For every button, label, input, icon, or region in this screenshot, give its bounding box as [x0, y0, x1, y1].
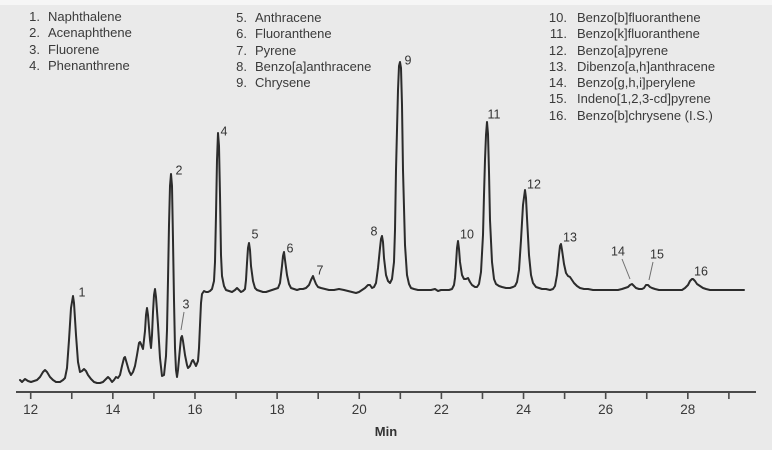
legend-item-number: 4.: [29, 57, 40, 73]
x-axis-tick-label: 18: [270, 402, 285, 417]
legend-item: 15. Indeno[1,2,3-cd]pyrene: [541, 91, 715, 107]
legend-item-number: 16.: [548, 107, 567, 123]
legend-item-number: 7.: [236, 42, 247, 58]
x-axis-tick-label: 20: [352, 402, 367, 417]
legend-item-name: Benzo[k]fluoranthene: [577, 26, 700, 42]
legend-item: 1. Naphthalene: [20, 9, 132, 25]
peak-label-1: 1: [79, 286, 86, 300]
x-axis-tick-label: 16: [187, 402, 202, 417]
legend-item: 6. Fluoranthene: [227, 26, 371, 42]
legend-item-name: Anthracene: [255, 10, 322, 25]
legend-item: 10. Benzo[b]fluoranthene: [541, 10, 715, 26]
x-axis-tick-label: 12: [23, 402, 38, 417]
x-axis-tick-label: 26: [598, 402, 613, 417]
x-axis-tick-label: 14: [105, 402, 121, 417]
legend-item-number: 12.: [548, 42, 567, 58]
legend-item-name: Fluorene: [48, 41, 100, 57]
legend-item-number: 8.: [236, 58, 247, 74]
legend-item-number: 5.: [236, 10, 247, 25]
peak-label-16: 16: [694, 265, 708, 279]
x-axis-tick-label: 22: [434, 402, 449, 417]
legend-item-number: 14.: [548, 75, 567, 91]
legend-item-name: Fluoranthene: [255, 26, 332, 42]
top-border-strip: [0, 0, 772, 5]
legend-item-number: 9.: [236, 75, 247, 91]
legend-item-number: 3.: [29, 41, 40, 57]
x-axis-tick-label: 28: [680, 402, 695, 417]
chromatogram-trace: [19, 61, 745, 384]
legend-column-1: 1. Naphthalene 2. Acenaphthene 3. Fluorene 4. P…: [20, 9, 132, 74]
legend-item-name: Chrysene: [255, 75, 311, 91]
legend-item: 11. Benzo[k]fluoranthene: [541, 26, 715, 42]
legend-item: 5. Anthracene: [227, 10, 371, 26]
legend-item-name: Benzo[a]pyrene: [577, 42, 669, 58]
peak-label-8: 8: [371, 225, 378, 239]
legend-item: 9. Chrysene: [227, 75, 371, 91]
legend-item-name: Phenanthrene: [48, 57, 130, 73]
legend-item-name: Benzo[g,h,i]perylene: [577, 75, 696, 91]
legend-column-3: 10. Benzo[b]fluoranthene 11. Benzo[k]fluora…: [541, 10, 715, 124]
legend-item: 8. Benzo[a]anthracene: [227, 59, 371, 75]
peak-label-13: 13: [563, 231, 577, 245]
legend-item-name: Benzo[b]chrysene (I.S.): [577, 107, 713, 123]
legend-item: 7. Pyrene: [227, 43, 371, 59]
x-axis-tick-label: 24: [516, 402, 532, 417]
legend-item-name: Indeno[1,2,3-cd]pyrene: [577, 91, 711, 107]
legend-item-number: 1.: [29, 9, 40, 24]
peak-leader-line: [621, 258, 631, 280]
peak-label-9: 9: [405, 54, 412, 68]
legend-item-name: Benzo[a]anthracene: [255, 58, 372, 74]
peak-label-14: 14: [611, 245, 625, 259]
legend-item-number: 13.: [548, 58, 567, 74]
legend-item: 14. Benzo[g,h,i]perylene: [541, 75, 715, 91]
legend-item-number: 6.: [236, 26, 247, 42]
peak-label-11: 11: [488, 108, 501, 122]
peak-label-4: 4: [221, 125, 228, 139]
peak-leader-line: [648, 261, 654, 281]
legend-item-number: 11.: [549, 26, 567, 42]
peak-label-12: 12: [527, 178, 541, 192]
legend-item: 13. Dibenzo[a,h]anthracene: [541, 59, 715, 75]
legend-item: 12. Benzo[a]pyrene: [541, 43, 715, 59]
legend-item: 3. Fluorene: [20, 42, 132, 58]
peak-label-6: 6: [287, 242, 294, 256]
legend-item-name: Benzo[b]fluoranthene: [577, 10, 701, 25]
peak-label-7: 7: [317, 264, 324, 278]
peak-leader-line: [180, 311, 185, 331]
x-axis-unit-label: Min: [374, 424, 398, 439]
peak-label-3: 3: [183, 298, 190, 312]
legend-item-number: 2.: [29, 25, 40, 41]
peak-label-2: 2: [176, 164, 183, 178]
legend-column-2: 5. Anthracene 6. Fluoranthene 7. Pyrene 8. Benz…: [227, 10, 371, 91]
legend-item-name: Dibenzo[a,h]anthracene: [577, 58, 716, 74]
peak-label-10: 10: [460, 228, 474, 242]
legend-item: 16. Benzo[b]chrysene (I.S.): [541, 108, 715, 124]
peak-label-5: 5: [252, 228, 259, 242]
legend-item: 2. Acenaphthene: [20, 25, 132, 41]
legend-item-name: Pyrene: [255, 42, 297, 58]
legend-item: 4. Phenanthrene: [20, 58, 132, 74]
legend-item-name: Naphthalene: [48, 9, 122, 24]
legend-item-number: 10.: [548, 10, 567, 25]
peak-label-15: 15: [650, 248, 664, 262]
legend-item-name: Acenaphthene: [48, 25, 132, 41]
legend-item-number: 15.: [548, 91, 567, 107]
